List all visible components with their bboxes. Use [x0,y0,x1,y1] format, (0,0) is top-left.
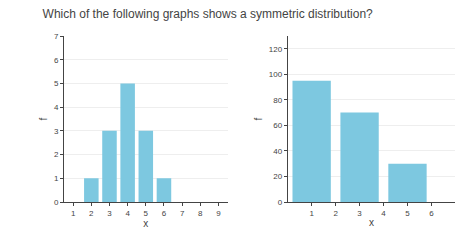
svg-text:60: 60 [273,121,282,130]
svg-text:5: 5 [144,209,149,218]
svg-text:2: 2 [89,209,94,218]
svg-text:3: 3 [107,209,112,218]
svg-text:6: 6 [429,209,434,218]
svg-text:40: 40 [273,147,282,156]
svg-text:5: 5 [54,79,59,88]
svg-text:2: 2 [333,209,338,218]
svg-text:1: 1 [54,174,59,183]
svg-text:x: x [369,217,374,228]
svg-text:1: 1 [309,209,314,218]
svg-text:3: 3 [357,209,362,218]
svg-text:7: 7 [180,209,185,218]
svg-text:Which of the following graphs: Which of the following graphs shows a sy… [43,7,373,21]
svg-text:8: 8 [198,209,203,218]
svg-text:6: 6 [162,209,167,218]
svg-text:2: 2 [54,150,59,159]
svg-text:20: 20 [273,172,282,181]
svg-text:f: f [38,117,49,120]
svg-text:5: 5 [405,209,410,218]
svg-text:0: 0 [278,198,283,207]
svg-text:6: 6 [54,56,59,65]
svg-text:3: 3 [54,127,59,136]
svg-text:x: x [143,218,148,229]
svg-text:100: 100 [269,70,283,79]
svg-text:120: 120 [269,45,283,54]
svg-text:0: 0 [54,198,59,207]
svg-text:4: 4 [381,209,386,218]
svg-text:80: 80 [273,96,282,105]
svg-text:4: 4 [54,103,59,112]
svg-text:9: 9 [216,209,221,218]
svg-text:4: 4 [125,209,130,218]
svg-text:7: 7 [54,32,59,41]
svg-text:1: 1 [71,209,76,218]
svg-text:f: f [253,117,264,120]
